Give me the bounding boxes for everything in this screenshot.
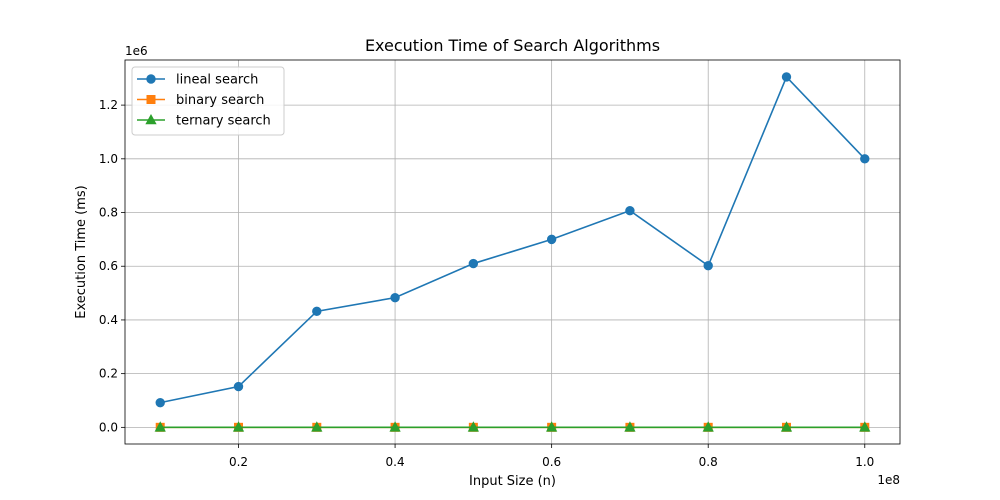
series-ternary-search — [154, 421, 871, 432]
legend-label: binary search — [176, 93, 264, 108]
data-point-ternary-search — [467, 421, 480, 432]
data-point-ternary-search — [780, 421, 793, 432]
ticks-layer: 0.2 0.4 0.6 0.8 1.0 0.0 0.2 0.4 0.6 0.8 1.0 1.2 — [99, 98, 874, 469]
data-point-lineal-search — [233, 381, 244, 392]
x-tick-label: 0.4 — [386, 455, 405, 469]
y-tick-label: 1.0 — [99, 152, 118, 166]
legend-label: ternary search — [176, 114, 271, 129]
legend-label: lineal search — [176, 73, 258, 88]
legend-marker — [146, 95, 156, 104]
data-point-ternary-search — [859, 421, 871, 432]
y-offset-label: 1e6 — [125, 44, 148, 58]
y-tick-label: 0.8 — [99, 206, 118, 220]
legend-marker — [145, 113, 157, 125]
legend: lineal search binary search ternary search — [131, 66, 285, 136]
data-point-lineal-search — [468, 258, 479, 269]
legend-entry-binary-search: binary search — [137, 93, 264, 108]
data-point-ternary-search — [702, 421, 714, 432]
y-tick-label: 0.4 — [99, 313, 118, 327]
data-point-ternary-search — [545, 421, 558, 432]
series-lineal-search — [155, 72, 870, 408]
y-axis-label: Execution Time (ms) — [74, 185, 89, 318]
x-axis-label: Input Size (n) — [469, 474, 556, 489]
data-point-ternary-search — [154, 421, 166, 432]
legend-box — [131, 66, 285, 136]
data-point-lineal-search — [155, 397, 165, 408]
data-point-lineal-search — [703, 260, 713, 271]
y-tick-label: 0.2 — [99, 367, 118, 381]
legend-entry-ternary-search: ternary search — [137, 114, 271, 129]
data-point-ternary-search — [311, 421, 323, 432]
series-layer — [154, 72, 871, 432]
x-tick-label: 0.6 — [542, 455, 561, 469]
y-tick-label: 1.2 — [99, 98, 118, 112]
x-tick-label: 0.2 — [229, 455, 248, 469]
plot-frame — [124, 59, 901, 445]
legend-entry-lineal-search: lineal search — [137, 73, 258, 88]
data-point-lineal-search — [546, 234, 557, 245]
x-offset-label: 1e8 — [877, 473, 900, 487]
chart-title: Execution Time of Search Algorithms — [365, 36, 660, 55]
y-tick-label: 0.6 — [99, 259, 118, 273]
data-point-lineal-search — [390, 292, 400, 303]
legend-marker — [146, 74, 156, 84]
data-point-ternary-search — [624, 421, 636, 432]
y-tick-label: 0.0 — [99, 420, 118, 434]
x-tick-label: 0.8 — [699, 455, 718, 469]
data-point-lineal-search — [860, 154, 870, 164]
data-point-ternary-search — [232, 421, 245, 432]
series-line-lineal-search — [160, 75, 866, 404]
data-point-lineal-search — [781, 72, 792, 82]
data-point-ternary-search — [389, 421, 401, 432]
data-point-lineal-search — [312, 306, 322, 317]
data-point-lineal-search — [625, 205, 635, 216]
x-tick-label: 1.0 — [855, 455, 874, 469]
